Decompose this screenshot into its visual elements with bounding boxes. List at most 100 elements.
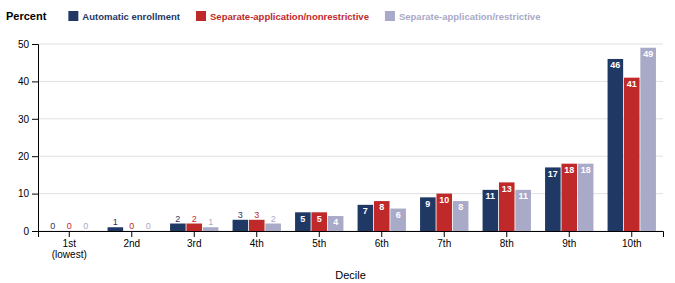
legend-label: Separate-application/nonrestrictive [210, 11, 369, 22]
bar [578, 164, 594, 231]
tick-mark [381, 231, 382, 237]
legend-item: Separate-application/restrictive [385, 11, 541, 22]
tick-mark [32, 231, 38, 232]
tick-mark [444, 231, 445, 237]
tick-mark [131, 231, 132, 237]
tick-label: 50 [18, 39, 30, 50]
data-label: 18 [564, 165, 574, 175]
grid-line [38, 156, 663, 157]
tick: 2nd [123, 231, 140, 249]
bar [453, 201, 469, 231]
tick-label: 40 [18, 76, 30, 87]
tick-label: 2nd [123, 238, 140, 249]
legend-item: Automatic enrollment [68, 11, 180, 22]
bar [203, 227, 219, 231]
data-label: 46 [610, 60, 620, 70]
axis-line [39, 232, 664, 238]
tick: 4th [250, 231, 264, 249]
grid [38, 44, 663, 231]
data-label: 7 [363, 206, 368, 216]
legend-swatch [196, 11, 206, 21]
data-label: 0 [83, 221, 88, 231]
x-axis: 1st(lowest) 2nd 3rd 4th 5th 6th 7th 8th 9th 10th [39, 231, 664, 260]
tick-label: 8th [500, 238, 514, 249]
tick-label: 5th [312, 238, 326, 249]
bar [640, 48, 656, 231]
tick-label: 1st(lowest) [52, 238, 87, 260]
tick: 20 [18, 151, 38, 162]
x-axis-title: Decile [335, 269, 366, 281]
data-label: 1 [113, 217, 118, 227]
tick-label: 10 [18, 188, 30, 199]
tick-label: 30 [18, 114, 30, 125]
bar [374, 201, 390, 231]
tick: 10 [18, 188, 38, 199]
tick-mark [256, 231, 257, 237]
tick-mark [319, 231, 320, 237]
tick-label: 7th [437, 238, 451, 249]
data-label: 9 [425, 199, 430, 209]
data-label: 10 [439, 195, 449, 205]
data-label: 3 [238, 210, 243, 220]
data-label: 0 [146, 221, 151, 231]
bar [515, 190, 531, 231]
bars [108, 48, 656, 231]
data-label: 2 [271, 214, 276, 224]
bar [358, 205, 374, 231]
legend-label: Automatic enrollment [82, 11, 180, 22]
tick-mark [569, 231, 570, 237]
y-axis: 0 10 20 30 40 50 [18, 39, 39, 237]
data-label: 0 [50, 221, 55, 231]
grid-line [38, 81, 663, 82]
data-label: 2 [175, 214, 180, 224]
grid-line [38, 118, 663, 119]
bar [328, 216, 344, 231]
data-label: 2 [192, 214, 197, 224]
data-label: 1 [208, 217, 213, 227]
data-label: 41 [627, 79, 637, 89]
data-label: 0 [67, 221, 72, 231]
plot-area: 010203040501st(lowest)2nd3rd4th5th6th7th… [18, 39, 664, 260]
legend-swatch [385, 11, 395, 21]
legend-item: Separate-application/nonrestrictive [196, 11, 369, 22]
tick-label: 3rd [187, 238, 201, 249]
tick: 40 [18, 76, 38, 87]
data-label: 11 [518, 191, 528, 201]
y-axis-title: Percent [6, 10, 47, 22]
bar [233, 220, 249, 231]
data-label: 8 [379, 202, 384, 212]
tick-label: 0 [23, 226, 29, 237]
tick-label: 4th [250, 238, 264, 249]
tick-mark [32, 156, 38, 157]
tick: 6th [375, 231, 389, 249]
tick: 3rd [187, 231, 201, 249]
bar [390, 209, 406, 231]
tick-mark [32, 194, 38, 195]
data-label: 3 [254, 210, 259, 220]
bar [295, 212, 311, 231]
data-label: 49 [643, 49, 653, 59]
tick: 7th [437, 231, 451, 249]
axis-line [32, 45, 39, 232]
bar [561, 164, 577, 231]
tick: 50 [18, 39, 38, 50]
legend-label: Separate-application/restrictive [399, 11, 541, 22]
tick-mark [32, 81, 38, 82]
tick-label: 9th [562, 238, 576, 249]
tick-mark [631, 231, 632, 237]
data-label: 18 [581, 165, 591, 175]
data-label: 6 [396, 210, 401, 220]
data-label: 5 [317, 214, 322, 224]
data-label: 13 [502, 184, 512, 194]
grid-line [38, 44, 663, 45]
tick: 10th [622, 231, 641, 249]
data-label: 11 [486, 191, 496, 201]
tick-mark [32, 119, 38, 120]
tick-label: 10th [622, 238, 641, 249]
tick-mark [194, 231, 195, 237]
bar [624, 78, 640, 231]
bar [483, 190, 499, 231]
data-labels: 0123579111746002358101318410012468111849 [50, 49, 653, 231]
chart: 010203040501st(lowest)2nd3rd4th5th6th7th… [0, 0, 675, 283]
data-label: 17 [548, 169, 558, 179]
